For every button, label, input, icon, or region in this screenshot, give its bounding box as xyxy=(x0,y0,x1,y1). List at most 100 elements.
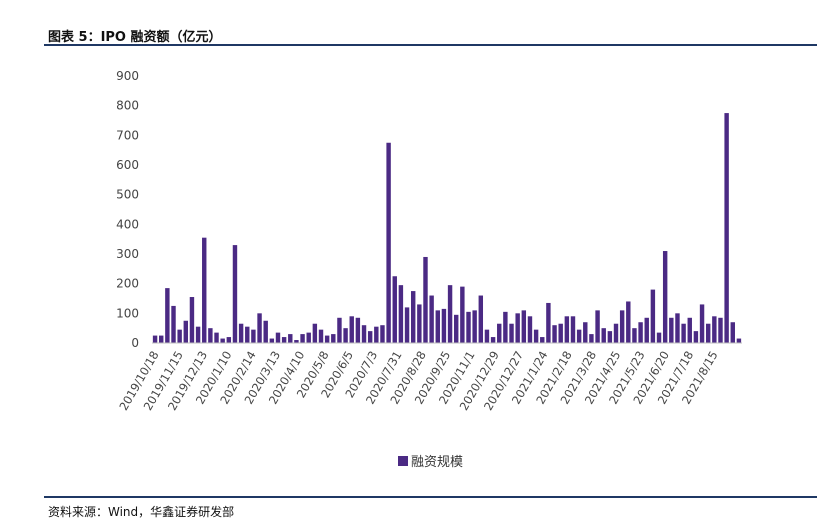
bar xyxy=(288,334,293,343)
bar xyxy=(607,331,613,343)
bar xyxy=(263,320,268,343)
bar xyxy=(712,316,717,343)
bar xyxy=(318,329,324,343)
bar xyxy=(306,332,311,343)
bar xyxy=(490,337,496,343)
bar xyxy=(527,316,533,343)
bar xyxy=(583,322,588,343)
bar xyxy=(429,295,434,343)
bar xyxy=(632,328,637,343)
bar xyxy=(386,142,391,343)
bar xyxy=(503,311,508,343)
bar xyxy=(693,331,699,343)
bar xyxy=(705,323,711,343)
bar xyxy=(509,323,514,343)
bar xyxy=(644,317,649,343)
bar xyxy=(613,323,619,343)
y-tick-label: 300 xyxy=(116,247,139,261)
bar xyxy=(441,308,447,343)
bar xyxy=(220,338,225,343)
bar xyxy=(687,317,692,343)
bar xyxy=(281,337,287,343)
bar xyxy=(232,245,238,343)
y-axis: 0 100 200 300 400 500 600 700 800 900 xyxy=(116,69,139,350)
bar xyxy=(699,304,705,343)
bar xyxy=(343,328,348,343)
bar-series xyxy=(152,113,742,343)
bar xyxy=(189,297,195,343)
bar xyxy=(380,325,385,343)
bar xyxy=(478,295,484,343)
bar xyxy=(337,317,342,343)
bar xyxy=(392,276,397,343)
bar xyxy=(214,332,219,343)
bar xyxy=(558,323,563,343)
bar xyxy=(245,326,250,343)
bar xyxy=(195,326,201,343)
bar xyxy=(601,328,606,343)
bar xyxy=(374,326,379,343)
bar xyxy=(619,310,625,343)
bar xyxy=(576,329,582,343)
y-tick-label: 400 xyxy=(116,217,139,231)
bar xyxy=(718,317,723,343)
bar xyxy=(595,310,600,343)
bar xyxy=(152,335,158,343)
bar xyxy=(238,323,244,343)
bar xyxy=(404,307,410,343)
bar xyxy=(159,335,164,343)
bar xyxy=(540,337,545,343)
bar xyxy=(324,335,330,343)
bar xyxy=(736,338,742,343)
bar xyxy=(724,113,729,343)
y-tick-label: 0 xyxy=(131,336,139,350)
bar xyxy=(410,291,416,343)
bar xyxy=(515,313,520,343)
bar xyxy=(257,313,262,343)
bar xyxy=(251,329,256,343)
bar xyxy=(300,334,305,343)
bar xyxy=(398,285,404,343)
bar xyxy=(435,310,440,343)
bar xyxy=(662,251,668,343)
legend-swatch xyxy=(398,456,408,466)
bar xyxy=(355,317,361,343)
y-tick-label: 800 xyxy=(116,99,139,113)
bar xyxy=(669,317,674,343)
bar xyxy=(361,325,367,343)
bar xyxy=(497,323,502,343)
bar xyxy=(312,323,318,343)
bar xyxy=(730,322,735,343)
bar xyxy=(570,316,576,343)
y-tick-label: 700 xyxy=(116,128,139,142)
bar xyxy=(656,332,662,343)
bar xyxy=(275,332,281,343)
bar xyxy=(681,323,686,343)
top-rule xyxy=(44,44,817,46)
y-tick-label: 200 xyxy=(116,277,139,291)
bar xyxy=(417,304,422,343)
bar xyxy=(675,313,680,343)
bar xyxy=(638,322,643,343)
bar xyxy=(367,331,373,343)
bar xyxy=(472,310,477,343)
y-tick-label: 900 xyxy=(116,69,139,83)
bar xyxy=(294,340,299,343)
bar xyxy=(484,329,490,343)
bar xyxy=(447,285,453,343)
bar xyxy=(650,289,656,343)
bar xyxy=(460,286,465,343)
bar xyxy=(202,237,207,343)
bar-chart: 0 100 200 300 400 500 600 700 800 900 2019/10/182… xyxy=(116,69,742,470)
legend: 融资规模 xyxy=(398,455,463,470)
bar xyxy=(552,325,557,343)
bar xyxy=(165,288,170,343)
bottom-rule xyxy=(44,496,817,498)
bar xyxy=(533,329,539,343)
legend-label: 融资规模 xyxy=(411,455,463,470)
bar xyxy=(589,334,594,343)
x-axis: 2019/10/182019/11/152019/12/132020/1/102… xyxy=(116,349,720,413)
bar xyxy=(183,320,189,343)
bar xyxy=(177,329,182,343)
bar xyxy=(226,337,232,343)
